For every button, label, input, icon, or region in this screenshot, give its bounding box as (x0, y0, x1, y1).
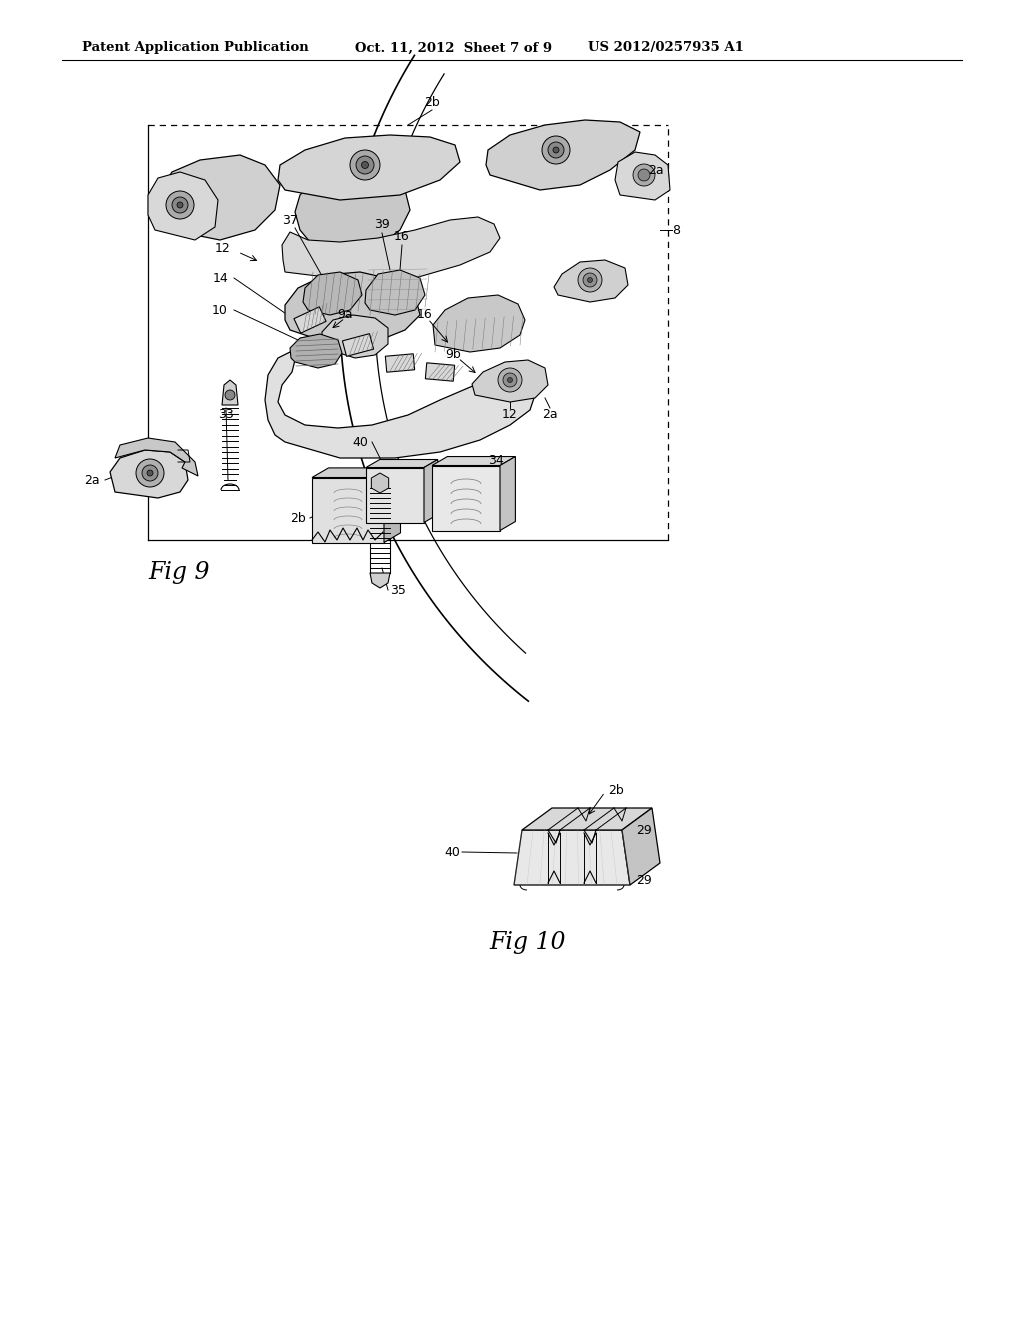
Polygon shape (486, 120, 640, 190)
Polygon shape (294, 306, 326, 333)
Polygon shape (322, 315, 388, 358)
Polygon shape (500, 457, 515, 531)
Text: Fig 10: Fig 10 (489, 931, 566, 953)
Polygon shape (365, 271, 425, 315)
Circle shape (172, 197, 188, 213)
Circle shape (588, 277, 593, 282)
Text: 14: 14 (212, 272, 228, 285)
Polygon shape (366, 459, 437, 467)
Polygon shape (433, 294, 525, 352)
Polygon shape (514, 830, 630, 884)
Circle shape (633, 164, 655, 186)
Polygon shape (622, 808, 660, 884)
Text: US 2012/0257935 A1: US 2012/0257935 A1 (588, 41, 743, 54)
Text: 9b: 9b (445, 348, 461, 362)
Polygon shape (342, 334, 374, 356)
Text: 29: 29 (636, 874, 651, 887)
Text: 2a: 2a (648, 164, 664, 177)
Circle shape (503, 374, 517, 387)
Polygon shape (384, 467, 400, 543)
Polygon shape (366, 467, 424, 523)
Text: 16: 16 (394, 231, 410, 243)
Circle shape (166, 191, 194, 219)
Text: 2a: 2a (542, 408, 558, 421)
Polygon shape (522, 808, 652, 830)
Circle shape (225, 389, 234, 400)
Circle shape (638, 169, 650, 181)
Text: 40: 40 (352, 436, 368, 449)
Polygon shape (295, 168, 410, 260)
Circle shape (583, 273, 597, 286)
Circle shape (553, 147, 559, 153)
Polygon shape (312, 467, 400, 478)
Circle shape (136, 459, 164, 487)
Polygon shape (285, 272, 420, 345)
Circle shape (542, 136, 570, 164)
Text: 2b: 2b (290, 511, 306, 524)
Text: 37: 37 (282, 214, 298, 227)
Text: 33: 33 (218, 408, 233, 421)
Polygon shape (615, 152, 670, 201)
Polygon shape (312, 478, 384, 543)
Text: 9a: 9a (337, 309, 353, 322)
Circle shape (350, 150, 380, 180)
Circle shape (376, 479, 384, 487)
Polygon shape (158, 154, 280, 240)
Text: Patent Application Publication: Patent Application Publication (82, 41, 309, 54)
Text: 2a: 2a (84, 474, 100, 487)
Text: 35: 35 (390, 583, 406, 597)
Circle shape (498, 368, 522, 392)
Text: 29: 29 (636, 824, 651, 837)
Polygon shape (303, 272, 362, 315)
Text: 12: 12 (502, 408, 518, 421)
Polygon shape (385, 354, 415, 372)
Circle shape (548, 143, 564, 158)
Polygon shape (372, 473, 389, 492)
Circle shape (147, 470, 153, 477)
Polygon shape (282, 216, 500, 280)
Text: 2b: 2b (424, 95, 440, 108)
Polygon shape (222, 380, 238, 405)
Polygon shape (432, 457, 515, 466)
Polygon shape (432, 466, 500, 531)
Polygon shape (290, 334, 342, 368)
Text: Fig 9: Fig 9 (148, 561, 210, 583)
Polygon shape (370, 573, 390, 587)
Polygon shape (148, 172, 218, 240)
Text: 39: 39 (374, 219, 390, 231)
Text: 10: 10 (212, 304, 228, 317)
Text: 16: 16 (417, 309, 433, 322)
Circle shape (361, 161, 369, 169)
Text: 40: 40 (444, 846, 460, 858)
Circle shape (177, 202, 183, 209)
Text: 34: 34 (488, 454, 504, 466)
Text: 12: 12 (214, 242, 230, 255)
Text: Oct. 11, 2012  Sheet 7 of 9: Oct. 11, 2012 Sheet 7 of 9 (355, 41, 552, 54)
Polygon shape (424, 459, 437, 523)
Polygon shape (278, 135, 460, 201)
Circle shape (142, 465, 158, 480)
Polygon shape (115, 438, 198, 477)
Text: 8: 8 (672, 223, 680, 236)
Text: 2b: 2b (608, 784, 624, 796)
Polygon shape (265, 352, 535, 458)
Polygon shape (425, 363, 455, 381)
Circle shape (508, 378, 512, 383)
Polygon shape (554, 260, 628, 302)
Circle shape (372, 475, 388, 491)
Polygon shape (110, 450, 188, 498)
Polygon shape (472, 360, 548, 403)
Circle shape (356, 156, 374, 174)
Circle shape (578, 268, 602, 292)
